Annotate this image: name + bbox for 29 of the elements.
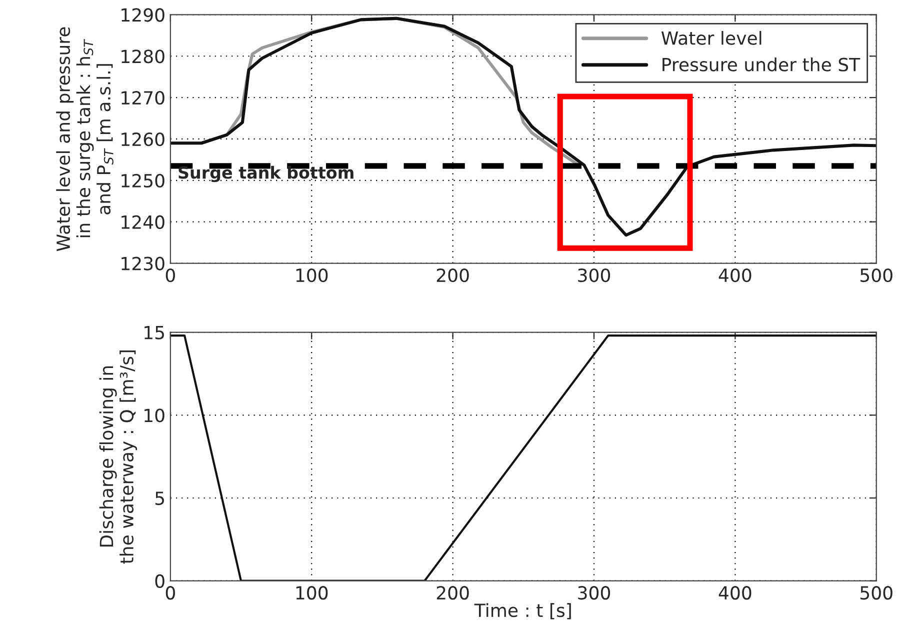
x-tick-label: 500 xyxy=(860,586,892,600)
x-tick-label: 100 xyxy=(296,586,328,600)
x-tick-label: 100 xyxy=(296,268,328,282)
y-tick-label: 10 xyxy=(144,408,164,422)
text: Water level and pressure in the surge tank : h$_{ST}$ and P$_{ST}$ [m a.s.l.] xyxy=(56,27,114,252)
ref-line-label: Surge tank bottom xyxy=(178,166,354,182)
y-tick-label: 1230 xyxy=(122,256,164,270)
x-tick-label: 400 xyxy=(718,586,752,600)
x-tick-label: 500 xyxy=(860,268,892,282)
y-tick-label: 1290 xyxy=(122,8,164,22)
y-tick-label: 1260 xyxy=(122,132,164,146)
x-axis-title: Time : t [s] xyxy=(474,603,571,620)
y-tick-label: 1250 xyxy=(122,174,164,188)
y-tick-label: 1280 xyxy=(122,50,164,64)
legend-label: Pressure under the ST xyxy=(662,57,860,72)
x-tick-label: 400 xyxy=(718,268,752,282)
y-tick-label: 1270 xyxy=(122,91,164,105)
legend-label: Water level xyxy=(661,30,762,45)
y-tick-label: 0 xyxy=(155,574,164,588)
x-tick-label: 200 xyxy=(436,586,469,600)
x-tick-label: 0 xyxy=(166,268,175,282)
x-tick-label: 200 xyxy=(436,268,469,282)
x-tick-label: 300 xyxy=(578,586,610,600)
y-tick-label: 5 xyxy=(155,492,164,506)
x-tick-label: 300 xyxy=(578,268,610,282)
y-axis-title: Discharge flowing in the waterway : Q [m³/s] xyxy=(99,350,138,564)
x-tick-label: 0 xyxy=(166,586,175,600)
y-tick-label: 15 xyxy=(144,326,164,340)
y-tick-label: 1240 xyxy=(122,215,164,229)
